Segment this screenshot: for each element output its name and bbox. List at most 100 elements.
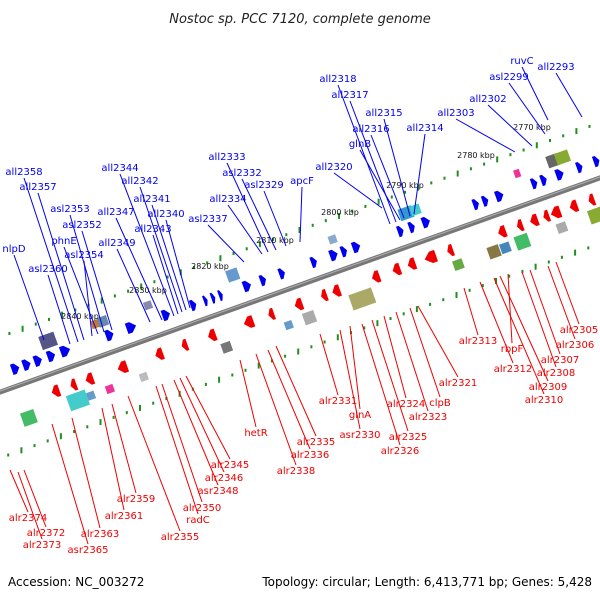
forward-gene-arrow[interactable] xyxy=(575,162,583,174)
reverse-gene-arrow[interactable] xyxy=(530,213,540,227)
gene-label-alr2326[interactable]: alr2326 xyxy=(381,446,419,457)
reverse-gene-arrow[interactable] xyxy=(85,372,96,385)
gene-label-clpb[interactable]: clpB xyxy=(429,398,451,409)
gene-label-alr2350[interactable]: alr2350 xyxy=(183,503,221,514)
reverse-gene-arrow[interactable] xyxy=(268,307,276,320)
gene-label-alr2313[interactable]: alr2313 xyxy=(459,336,497,347)
forward-gene-arrow[interactable] xyxy=(21,359,31,371)
gene-label-asl2360[interactable]: asl2360 xyxy=(28,264,68,275)
forward-gene-arrow[interactable] xyxy=(529,178,538,190)
gene-label-alr2355[interactable]: alr2355 xyxy=(161,532,199,543)
gene-label-alr2374[interactable]: alr2374 xyxy=(9,513,47,524)
gene-label-all2357[interactable]: all2357 xyxy=(19,182,56,193)
gene-label-alr2373[interactable]: alr2373 xyxy=(23,540,61,551)
forward-gene-arrow[interactable] xyxy=(124,322,137,334)
forward-gene-arrow[interactable] xyxy=(480,195,489,207)
gene-label-all2293[interactable]: all2293 xyxy=(537,62,574,73)
gene-label-ruvc[interactable]: ruvC xyxy=(510,56,533,67)
forward-gene-arrow[interactable] xyxy=(328,249,338,262)
gene-label-all2320[interactable]: all2320 xyxy=(315,162,352,173)
gene-label-alr2305[interactable]: alr2305 xyxy=(560,325,598,336)
forward-gene-arrow[interactable] xyxy=(407,221,415,234)
gene-label-all2303[interactable]: all2303 xyxy=(437,108,474,119)
gene-label-rbpf[interactable]: rbpF xyxy=(501,344,524,355)
forward-gene-arrow[interactable] xyxy=(396,225,404,238)
forward-gene-arrow[interactable] xyxy=(58,345,71,358)
reverse-gene-arrow[interactable] xyxy=(155,347,165,360)
forward-gene-arrow[interactable] xyxy=(277,268,285,280)
forward-gene-arrow[interactable] xyxy=(202,295,208,307)
forward-gene-arrow[interactable] xyxy=(494,190,504,203)
gene-label-all2314[interactable]: all2314 xyxy=(406,123,443,134)
gene-label-alr2306[interactable]: alr2306 xyxy=(556,340,594,351)
reverse-gene-arrow[interactable] xyxy=(181,338,190,351)
gene-label-all2333[interactable]: all2333 xyxy=(208,152,245,163)
forward-gene-arrow[interactable] xyxy=(471,199,479,211)
gene-label-phne[interactable]: phnE xyxy=(51,236,76,247)
gene-label-alr2308[interactable]: alr2308 xyxy=(537,368,575,379)
forward-gene-arrow[interactable] xyxy=(188,299,197,312)
gene-label-asr2365[interactable]: asr2365 xyxy=(68,545,109,556)
forward-gene-arrow[interactable] xyxy=(539,174,547,187)
reverse-gene-arrow[interactable] xyxy=(569,199,580,213)
forward-gene-arrow[interactable] xyxy=(339,246,348,258)
gene-label-all2316[interactable]: all2316 xyxy=(352,124,389,135)
gene-label-radc[interactable]: radC xyxy=(186,515,210,526)
gene-label-asr2330[interactable]: asr2330 xyxy=(340,430,381,441)
gene-label-nlpd[interactable]: nlpD xyxy=(2,244,25,255)
gene-label-alr2321[interactable]: alr2321 xyxy=(439,378,477,389)
reverse-gene-arrow[interactable] xyxy=(321,288,329,302)
forward-gene-arrow[interactable] xyxy=(9,363,20,376)
forward-gene-arrow[interactable] xyxy=(160,309,170,322)
reverse-gene-arrow[interactable] xyxy=(447,243,455,257)
forward-gene-arrow[interactable] xyxy=(32,355,42,367)
forward-gene-arrow[interactable] xyxy=(591,156,600,168)
gene-label-hetr[interactable]: hetR xyxy=(244,428,267,439)
gene-label-alr2361[interactable]: alr2361 xyxy=(105,511,143,522)
gene-label-all2344[interactable]: all2344 xyxy=(101,163,138,174)
gene-label-all2315[interactable]: all2315 xyxy=(365,108,402,119)
gene-label-all2347[interactable]: all2347 xyxy=(97,207,134,218)
gene-label-all2340[interactable]: all2340 xyxy=(147,209,184,220)
gene-label-alr2325[interactable]: alr2325 xyxy=(389,432,427,443)
forward-gene-arrow[interactable] xyxy=(45,350,56,363)
reverse-gene-arrow[interactable] xyxy=(208,328,218,342)
gene-label-all2341[interactable]: all2341 xyxy=(133,194,170,205)
gene-label-asl2353[interactable]: asl2353 xyxy=(50,204,90,215)
gene-label-alr2336[interactable]: alr2336 xyxy=(291,450,329,461)
reverse-gene-arrow[interactable] xyxy=(407,257,418,270)
forward-gene-arrow[interactable] xyxy=(241,280,251,293)
reverse-gene-arrow[interactable] xyxy=(424,249,438,263)
gene-label-all2302[interactable]: all2302 xyxy=(469,94,506,105)
gene-label-asr2348[interactable]: asr2348 xyxy=(198,486,239,497)
forward-gene-arrow[interactable] xyxy=(554,169,564,181)
gene-label-asl2329[interactable]: asl2329 xyxy=(244,180,284,191)
forward-gene-arrow[interactable] xyxy=(350,241,361,254)
reverse-gene-arrow[interactable] xyxy=(51,384,62,397)
gene-label-all2334[interactable]: all2334 xyxy=(209,194,246,205)
gene-label-alr2310[interactable]: alr2310 xyxy=(525,395,563,406)
forward-gene-arrow[interactable] xyxy=(420,216,430,229)
reverse-gene-arrow[interactable] xyxy=(498,225,508,238)
forward-gene-arrow[interactable] xyxy=(309,256,317,269)
reverse-gene-arrow[interactable] xyxy=(243,315,256,328)
gene-label-alr2307[interactable]: alr2307 xyxy=(541,355,579,366)
forward-gene-arrow[interactable] xyxy=(209,292,216,304)
gene-label-asl2352[interactable]: asl2352 xyxy=(62,220,102,231)
gene-label-alr2312[interactable]: alr2312 xyxy=(494,364,532,375)
reverse-gene-arrow[interactable] xyxy=(332,284,342,297)
gene-label-alr2323[interactable]: alr2323 xyxy=(409,412,447,423)
reverse-gene-arrow[interactable] xyxy=(372,270,382,283)
gene-label-alr2363[interactable]: alr2363 xyxy=(81,529,119,540)
gene-label-all2317[interactable]: all2317 xyxy=(331,90,368,101)
reverse-gene-arrow[interactable] xyxy=(70,378,79,391)
gene-label-all2358[interactable]: all2358 xyxy=(5,167,42,178)
gene-label-alr2359[interactable]: alr2359 xyxy=(117,494,155,505)
reverse-gene-arrow[interactable] xyxy=(117,360,130,373)
gene-label-apcf[interactable]: apcF xyxy=(290,176,314,187)
reverse-gene-arrow[interactable] xyxy=(392,262,403,276)
gene-label-alr2372[interactable]: alr2372 xyxy=(27,528,65,539)
gene-label-all2342[interactable]: all2342 xyxy=(121,176,158,187)
gene-label-glna[interactable]: glnA xyxy=(349,410,371,421)
forward-gene-arrow[interactable] xyxy=(258,275,267,287)
